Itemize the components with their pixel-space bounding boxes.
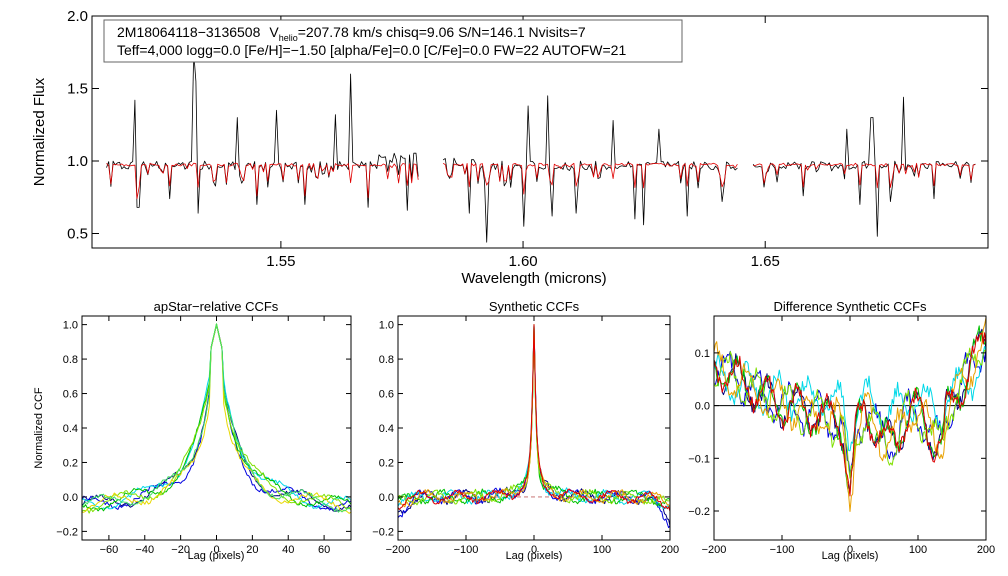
annotation-v-subscript: helio bbox=[279, 33, 298, 43]
apstar-ccf-traces bbox=[81, 323, 352, 514]
spectrum-panel: 1.55 1.60 1.65 0.5 1.0 1.5 2.0 Wavelength (mic… bbox=[31, 8, 989, 287]
synthetic-ccf-series-line bbox=[397, 324, 671, 506]
difference-ccf-ytick-label: 0.1 bbox=[695, 348, 710, 360]
model-spectrum-trace bbox=[442, 162, 738, 195]
synthetic-ccf-ytick-label: 0.2 bbox=[379, 457, 394, 469]
synthetic-ccf-ytick-label: −0.2 bbox=[372, 526, 394, 538]
annotation-params: Teff=4,000 logg=0.0 [Fe/H]=−1.50 [alpha/… bbox=[117, 42, 626, 58]
difference-ccf-xtick-label: 100 bbox=[909, 544, 927, 556]
apstar-ccf-title: apStar−relative CCFs bbox=[154, 299, 279, 314]
apstar-ccf-xtick-label: −40 bbox=[135, 544, 154, 556]
apstar-ccf-ytick-label: −0.2 bbox=[56, 526, 78, 538]
apstar-ccf-series-line bbox=[81, 323, 352, 510]
spectrum-frame bbox=[91, 15, 989, 249]
difference-ccf-xtick-label: 0 bbox=[847, 544, 853, 556]
difference-ccf-series-line bbox=[713, 347, 987, 479]
apstar-ccf-xtick-label: 0 bbox=[213, 544, 219, 556]
spectrum-traces bbox=[106, 51, 976, 243]
apstar-ccf-series-line bbox=[82, 323, 352, 514]
annotation-v-label: V bbox=[269, 24, 279, 40]
observed-spectrum-trace bbox=[752, 96, 976, 237]
apstar-ccf-ylabel: Normalized CCF bbox=[33, 387, 45, 469]
difference-ccf-ytick-label: −0.1 bbox=[688, 453, 710, 465]
synthetic-ccf-series-line bbox=[397, 324, 671, 507]
apstar-ccf-ticks: −60 −40 −20 0 20 40 60 −0.2 0.0 0.2 0.4 0.6 0.8 1.0 bbox=[56, 316, 351, 556]
difference-ccf-ytick-label: −0.2 bbox=[688, 506, 710, 518]
spectrum-ytick-label: 1.5 bbox=[67, 81, 88, 98]
synthetic-ccf-ytick-label: 0.8 bbox=[379, 354, 394, 366]
difference-ccf-xlabel: Lag (pixels) bbox=[822, 550, 879, 562]
spectrum-xtick-label: 1.65 bbox=[751, 253, 780, 270]
apstar-ccf-xtick-label: 60 bbox=[318, 544, 330, 556]
apstar-ccf-ytick-label: 0.8 bbox=[63, 354, 78, 366]
difference-ccf-panel: Difference Synthetic CCFs −200 −100 0 100 20… bbox=[688, 299, 995, 562]
apstar-ccf-xlabel: Lag (pixels) bbox=[188, 550, 245, 562]
spectrum-ticks: 1.55 1.60 1.65 0.5 1.0 1.5 2.0 bbox=[67, 8, 988, 270]
difference-ccf-title: Difference Synthetic CCFs bbox=[774, 299, 927, 314]
spectrum-ytick-label: 0.5 bbox=[67, 226, 88, 243]
synthetic-ccf-xtick-label: 100 bbox=[593, 544, 611, 556]
synthetic-ccf-title: Synthetic CCFs bbox=[489, 299, 580, 314]
apstar-ccf-ytick-label: 0.2 bbox=[63, 457, 78, 469]
observed-spectrum-trace bbox=[106, 51, 419, 214]
spectrum-ytick-label: 2.0 bbox=[67, 8, 88, 25]
synthetic-ccf-series-line bbox=[397, 324, 671, 527]
synthetic-ccf-xtick-label: −200 bbox=[386, 544, 411, 556]
synthetic-ccf-xtick-label: 200 bbox=[661, 544, 679, 556]
apstar-ccf-panel: apStar−relative CCFs −60 −40 −20 0 20 40 60 −0.… bbox=[33, 299, 352, 562]
synthetic-ccf-xtick-label: 0 bbox=[531, 544, 537, 556]
synthetic-ccf-xtick-label: −100 bbox=[454, 544, 479, 556]
apstar-ccf-xtick-label: 40 bbox=[282, 544, 294, 556]
apstar-ccf-xtick-label: −20 bbox=[171, 544, 190, 556]
synthetic-ccf-traces bbox=[397, 324, 671, 529]
apstar-ccf-series-line bbox=[81, 323, 352, 513]
difference-ccf-xtick-label: −200 bbox=[702, 544, 727, 556]
difference-ccf-xtick-label: 200 bbox=[977, 544, 995, 556]
spectrum-ylabel: Normalized Flux bbox=[31, 77, 48, 186]
apstar-ccf-series-line bbox=[81, 323, 352, 512]
spectrum-xlabel: Wavelength (microns) bbox=[461, 270, 606, 287]
difference-ccf-series-line bbox=[713, 317, 987, 512]
apstar-ccf-series-line bbox=[81, 323, 352, 514]
apstar-ccf-ytick-label: 1.0 bbox=[63, 320, 78, 332]
model-spectrum-trace bbox=[753, 162, 976, 189]
synthetic-ccf-series-line bbox=[397, 324, 671, 508]
annotation-frame bbox=[103, 19, 683, 63]
annotation-v-value: =207.78 km/s chisq=9.06 S/N=146.1 Nvisit… bbox=[298, 24, 586, 40]
difference-ccf-ticks: −200 −100 0 100 200 −0.2 −0.1 0.0 0.1 bbox=[688, 316, 995, 556]
spectrum-ytick-label: 1.0 bbox=[67, 153, 88, 170]
observed-spectrum-trace bbox=[442, 95, 738, 243]
synthetic-ccf-panel: Synthetic CCFs −200 −100 0 100 200 −0.2 0.0 0.2… bbox=[372, 299, 679, 562]
apstar-ccf-xtick-label: −60 bbox=[100, 544, 119, 556]
apstar-ccf-ytick-label: 0.0 bbox=[63, 492, 78, 504]
spectrum-xtick-label: 1.60 bbox=[508, 253, 537, 270]
synthetic-ccf-ytick-label: 1.0 bbox=[379, 320, 394, 332]
model-spectrum-trace bbox=[106, 162, 419, 200]
spectrum-xtick-label: 1.55 bbox=[266, 253, 295, 270]
apstar-ccf-ytick-label: 0.6 bbox=[63, 389, 78, 401]
synthetic-ccf-xlabel: Lag (pixels) bbox=[506, 550, 563, 562]
synthetic-ccf-ticks: −200 −100 0 100 200 −0.2 0.0 0.2 0.4 0.6 0.8 1.0 bbox=[372, 316, 679, 556]
difference-ccf-series-line bbox=[713, 345, 987, 452]
apstar-ccf-series-line bbox=[81, 324, 352, 512]
synthetic-ccf-series-line bbox=[397, 324, 671, 512]
synthetic-ccf-ytick-label: 0.6 bbox=[379, 389, 394, 401]
apstar-ccf-ytick-label: 0.4 bbox=[63, 423, 78, 435]
spectrum-annotation-box: 2M18064118−3136508 Vhelio=207.78 km/s chi… bbox=[103, 19, 683, 63]
synthetic-ccf-ytick-label: 0.0 bbox=[379, 492, 394, 504]
difference-ccf-series-line bbox=[713, 332, 987, 497]
apstar-ccf-series-line bbox=[81, 323, 352, 511]
synthetic-ccf-ytick-label: 0.4 bbox=[379, 423, 394, 435]
difference-ccf-ytick-label: 0.0 bbox=[695, 401, 710, 413]
apstar-ccf-xtick-label: 20 bbox=[246, 544, 258, 556]
annotation-star-id: 2M18064118−3136508 bbox=[117, 24, 261, 40]
difference-ccf-xtick-label: −100 bbox=[770, 544, 795, 556]
synthetic-ccf-series-line bbox=[397, 324, 671, 510]
annotation-line-1: 2M18064118−3136508 Vhelio=207.78 km/s chi… bbox=[117, 24, 586, 43]
difference-ccf-traces bbox=[713, 317, 987, 512]
